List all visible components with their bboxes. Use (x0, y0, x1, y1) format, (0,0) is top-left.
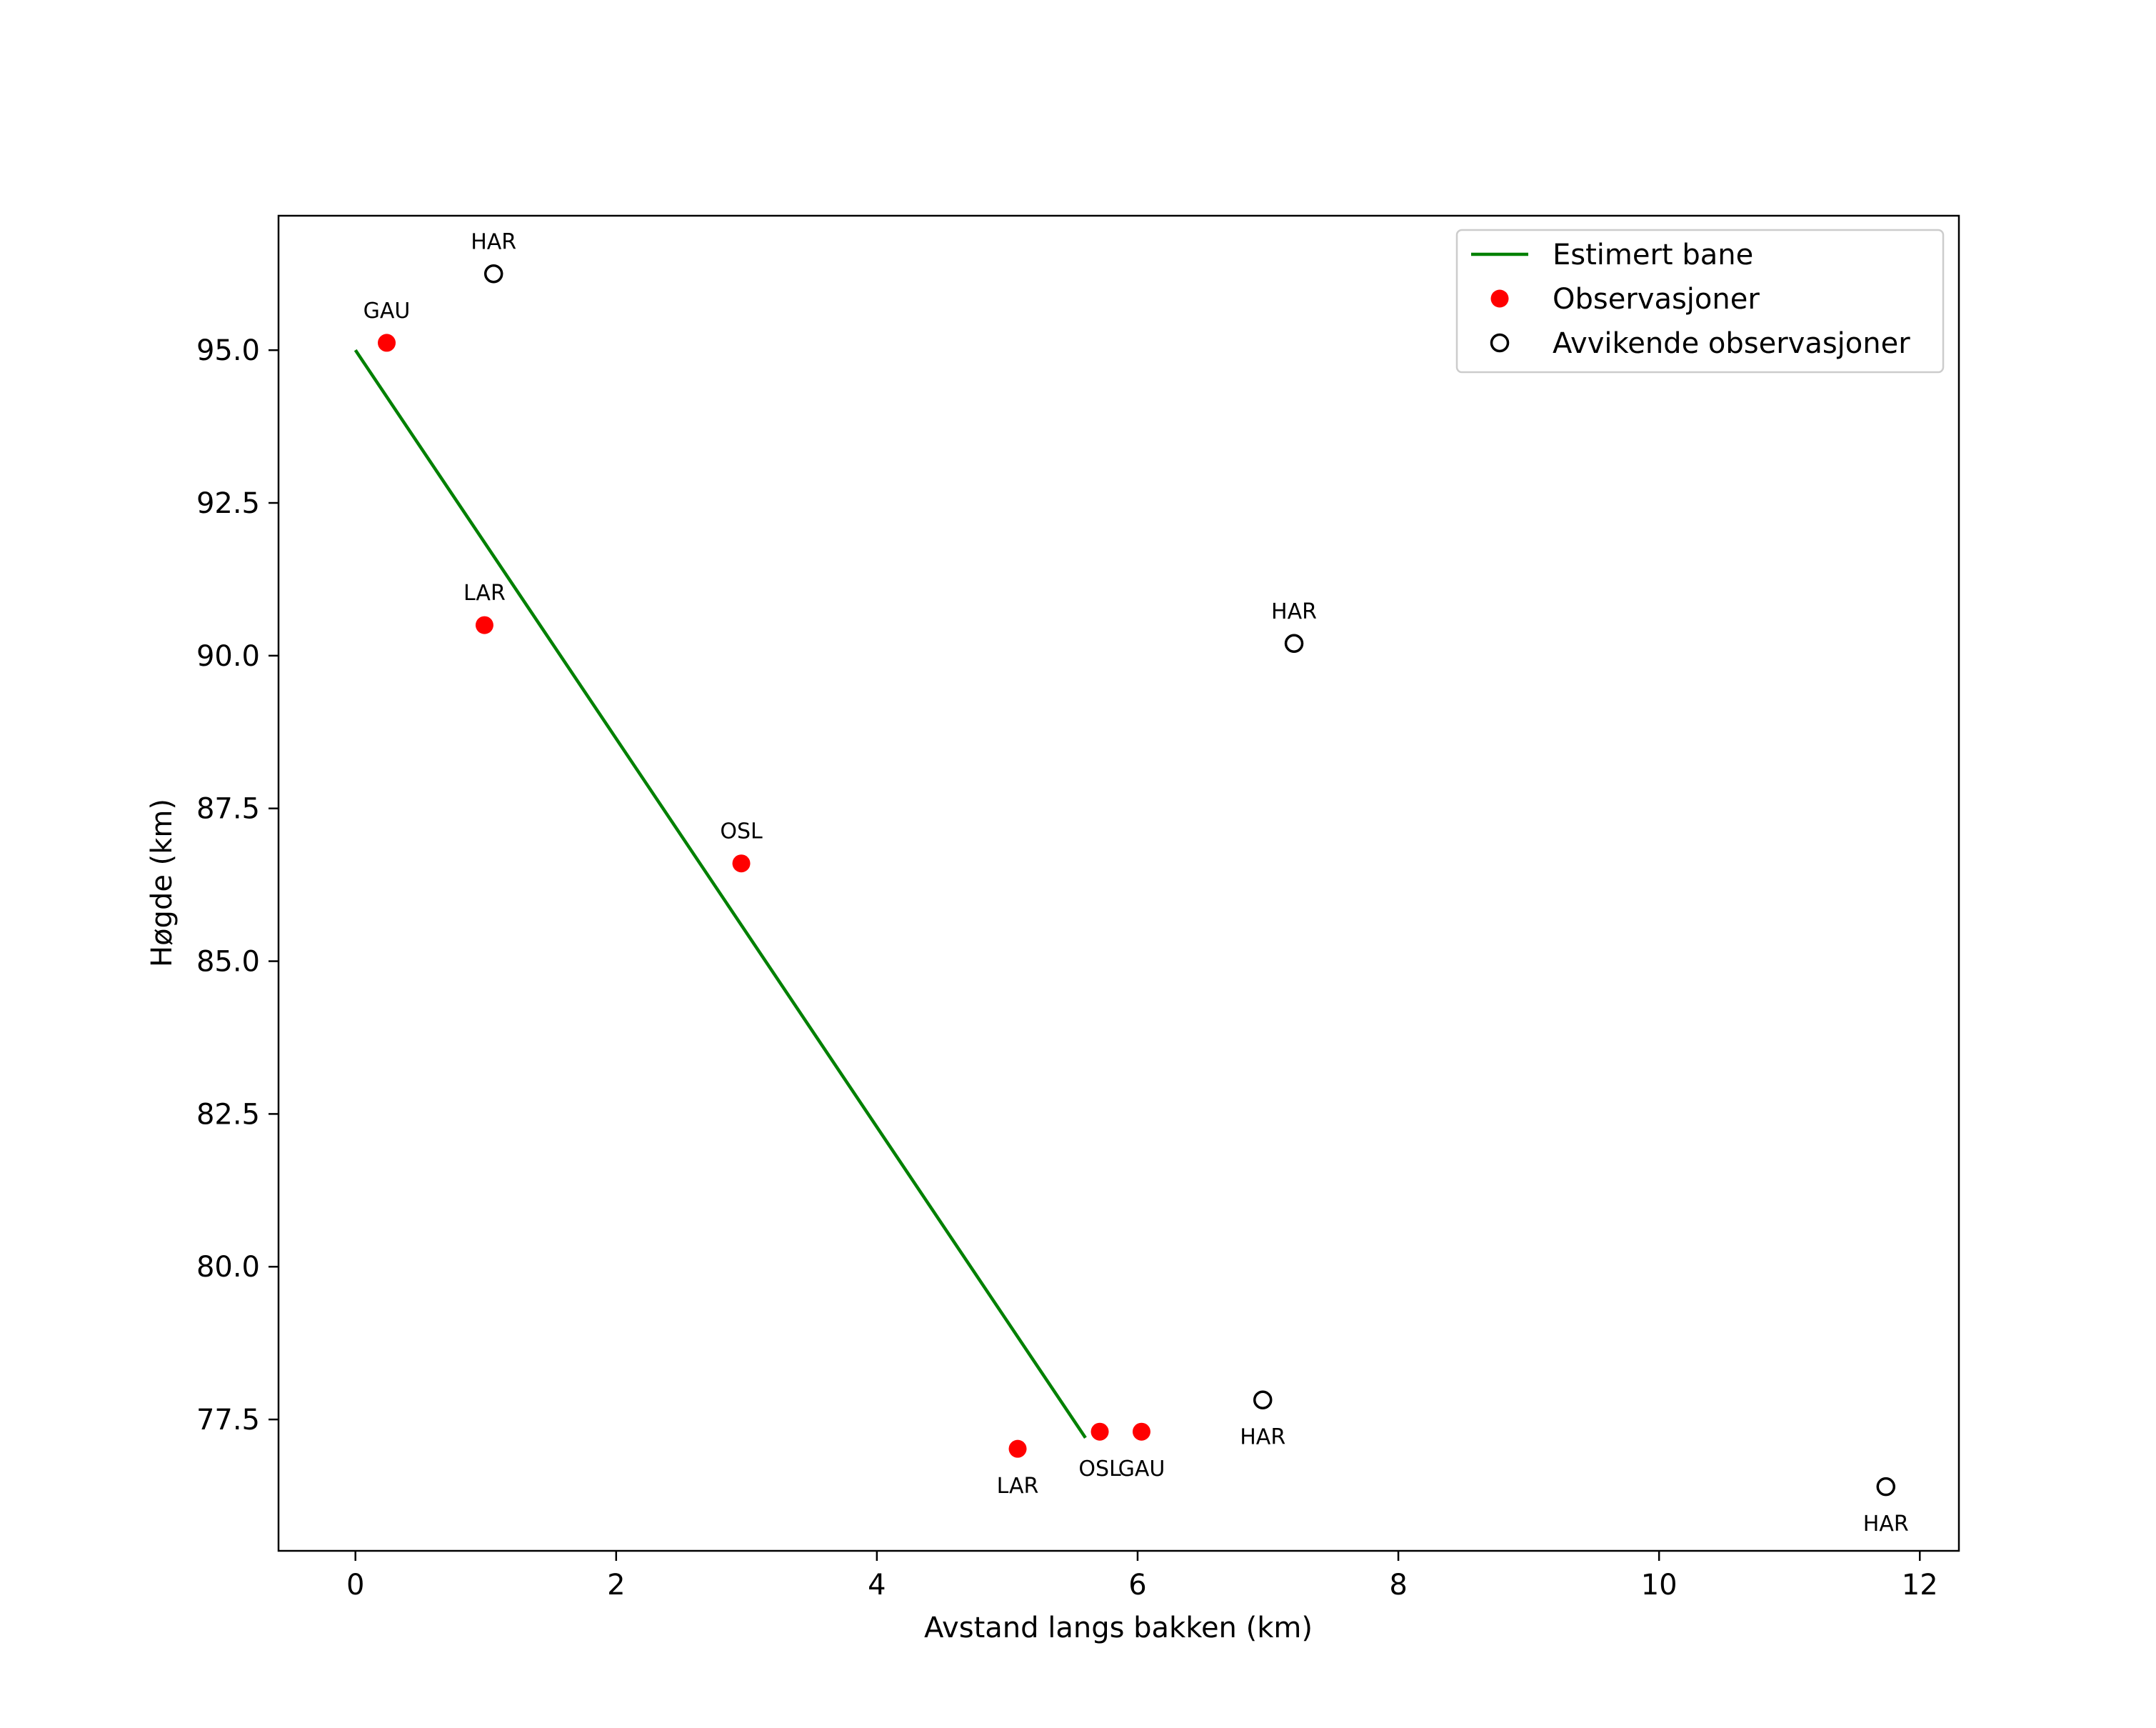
y-tick-label: 77.5 (196, 1404, 260, 1437)
y-tick-label: 87.5 (196, 793, 260, 826)
point-label: HAR (1240, 1425, 1285, 1450)
observation-point (1008, 1439, 1027, 1458)
legend-label: Avvikende observasjoner (1553, 327, 1910, 360)
legend-label: Estimert bane (1553, 239, 1753, 271)
y-tick-label: 90.0 (196, 640, 260, 673)
observation-point (732, 854, 751, 873)
x-tick-label: 12 (1902, 1569, 1938, 1602)
x-axis-label: Avstand langs bakken (km) (924, 1612, 1313, 1644)
observation-point (1090, 1422, 1109, 1441)
legend-box (1455, 229, 1945, 374)
legend: Estimert bane Observasjoner Avvikende obse… (1455, 229, 1945, 374)
outlier-point (1284, 634, 1304, 654)
x-tick-label: 6 (1128, 1569, 1146, 1602)
point-label: OSL (1078, 1457, 1121, 1482)
outlier-point (483, 264, 503, 284)
observation-point (1132, 1422, 1150, 1441)
point-label: HAR (471, 229, 516, 254)
point-label: OSL (720, 819, 763, 844)
plot-frame (277, 214, 1960, 1552)
point-label: GAU (1118, 1457, 1165, 1482)
x-tick-label: 10 (1641, 1569, 1678, 1602)
point-label: LAR (997, 1474, 1039, 1499)
y-axis-label: Høgde (km) (146, 799, 179, 967)
legend-label: Observasjoner (1553, 283, 1760, 316)
x-tick-label: 8 (1389, 1569, 1407, 1602)
point-label: HAR (1863, 1512, 1909, 1537)
point-label: HAR (1271, 599, 1317, 624)
x-tick-label: 4 (868, 1569, 886, 1602)
estimated-trajectory-line (354, 349, 1087, 1439)
observation-point (378, 334, 396, 352)
outlier-point (1253, 1390, 1273, 1409)
legend-open-marker (1490, 333, 1510, 353)
outlier-point (1876, 1477, 1896, 1497)
x-tick-label: 2 (607, 1569, 625, 1602)
legend-filled-marker (1490, 289, 1509, 308)
y-tick-label: 82.5 (196, 1098, 260, 1131)
y-tick-label: 80.0 (196, 1251, 260, 1284)
y-tick-label: 95.0 (196, 334, 260, 367)
point-label: LAR (463, 581, 506, 606)
axes: 0 2 4 6 8 10 12 77.5 80.0 82.5 85.0 87.5 90.0 92.5 95.… (196, 334, 1938, 1602)
x-tick-label: 0 (346, 1569, 364, 1602)
y-tick-label: 85.0 (196, 946, 260, 979)
y-tick-label: 92.5 (196, 487, 260, 520)
observation-point (475, 616, 493, 634)
point-label: GAU (363, 299, 411, 324)
